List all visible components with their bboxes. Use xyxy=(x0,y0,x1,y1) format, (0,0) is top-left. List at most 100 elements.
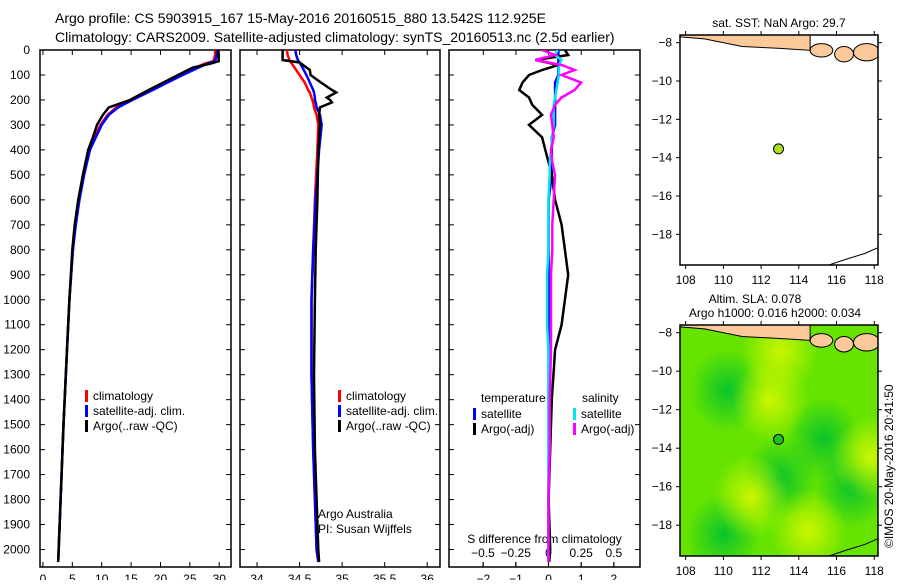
lat-tick-label: −16 xyxy=(652,189,673,203)
legend-label: climatology xyxy=(346,389,406,403)
lon-tick-label: 110 xyxy=(714,564,733,578)
legend-swatch xyxy=(85,390,88,402)
land-island xyxy=(809,333,834,348)
lon-tick-label: 118 xyxy=(865,564,884,578)
lat-tick-label: −10 xyxy=(652,364,673,378)
lon-tick-label: 112 xyxy=(752,273,771,287)
lon-tick-label: 118 xyxy=(865,273,884,287)
plot-frame xyxy=(448,49,641,568)
legend-label: Argo(-adj) xyxy=(481,422,534,436)
sla-map: 108 110 112 114 116 118 −8 −10 −12 −14 −16 −18 Altim… xyxy=(652,292,884,578)
y-tick-label: 1600 xyxy=(3,443,30,457)
series-line-argo-raw-qc- xyxy=(56,50,220,563)
lat-tick-label: −10 xyxy=(652,74,673,88)
y-tick-label: 1100 xyxy=(4,318,30,332)
lat-tick-label: −16 xyxy=(652,480,673,494)
legend-swatch xyxy=(338,405,341,417)
y-tick-label: 200 xyxy=(10,93,30,107)
y-tick-label: 1400 xyxy=(3,393,30,407)
sla-anomaly-high xyxy=(713,454,790,539)
lat-tick-label: −18 xyxy=(652,518,673,532)
y-tick-label: 1200 xyxy=(3,343,30,357)
land-island xyxy=(834,46,854,63)
australia-coast xyxy=(828,247,878,265)
x-tick-label: 34.5 xyxy=(288,572,312,580)
lon-tick-label: 114 xyxy=(789,273,808,287)
y-tick-label: 500 xyxy=(10,168,30,182)
lon-tick-label: 108 xyxy=(676,564,696,578)
x2-tick-label: 0.5 xyxy=(605,546,622,560)
x2-tick-label: 0.25 xyxy=(569,546,593,560)
x-tick-label: 5 xyxy=(69,572,76,580)
lat-tick-label: −14 xyxy=(652,151,673,165)
sla-map-title-1: Altim. SLA: 0.078 xyxy=(709,292,802,306)
legend-label: climatology xyxy=(93,389,153,403)
lat-tick-label: −12 xyxy=(652,112,673,126)
x2-tick-label: −0.25 xyxy=(501,546,532,560)
series-line-salinity-argo-adj- xyxy=(534,50,584,562)
map-area xyxy=(680,325,878,556)
x-tick-label: 30 xyxy=(213,572,227,580)
sla-map-title-2: Argo h1000: 0.016 h2000: 0.034 xyxy=(689,306,861,320)
series-line-salinity-satellite xyxy=(545,50,564,562)
sla-anomaly-high xyxy=(770,488,847,556)
lon-tick-label: 114 xyxy=(789,564,808,578)
legend-swatch xyxy=(473,423,476,435)
map-frame xyxy=(679,324,879,557)
sst-map-title: sat. SST: NaN Argo: 29.7 xyxy=(712,16,846,30)
series-line-climatology xyxy=(56,50,217,563)
salinity-panel: 3434.53535.536salinityclimatologysatelli… xyxy=(239,49,441,585)
lon-tick-label: 116 xyxy=(827,564,846,578)
lat-tick-label: −8 xyxy=(658,326,672,340)
x-tick-label: 15 xyxy=(124,572,138,580)
x2-axis-label: S difference from climatology xyxy=(467,532,622,546)
x-tick-label: 2 xyxy=(611,572,618,580)
y-tick-label: 300 xyxy=(10,118,30,132)
legend-swatch xyxy=(85,420,88,432)
argo-position-marker xyxy=(773,433,785,445)
series-line-temperature-argo-adj- xyxy=(517,50,571,563)
title-line-1: Argo profile: CS 5903915_167 15-May-2016… xyxy=(55,10,546,26)
lat-tick-label: −14 xyxy=(652,441,673,455)
series-line-argo-raw-qc- xyxy=(281,50,339,563)
x-tick-label: 0 xyxy=(545,572,552,580)
sla-anomaly-high xyxy=(832,415,878,500)
x2-tick-label: −0.5 xyxy=(471,546,495,560)
x-tick-label: −1 xyxy=(509,572,523,580)
lon-tick-label: 110 xyxy=(714,273,733,287)
legend-title-temperature: temperature xyxy=(481,391,546,405)
y-tick-label: 400 xyxy=(10,143,30,157)
legend-title-salinity: salinity xyxy=(582,391,619,405)
land-java xyxy=(680,325,811,341)
credit-text: ©IMOS 20-May-2016 20:41:50 xyxy=(882,384,896,548)
lat-tick-label: −12 xyxy=(652,403,673,417)
x-tick-label: 35 xyxy=(335,572,349,580)
legend-label: satellite xyxy=(481,407,522,421)
lat-tick-label: −8 xyxy=(658,36,672,50)
y-tick-label: 1700 xyxy=(3,468,30,482)
annotation-text: PI: Susan Wijffels xyxy=(318,522,412,536)
argo-position-marker xyxy=(773,143,785,155)
legend-swatch xyxy=(473,408,476,420)
x-tick-label: 35.5 xyxy=(373,572,397,580)
x-tick-label: 10 xyxy=(95,572,109,580)
y-tick-label: 1000 xyxy=(3,293,30,307)
y-tick-label: 700 xyxy=(10,218,30,232)
legend-swatch xyxy=(573,423,576,435)
differences-panel: −2−1012T difference from climatology−0.5… xyxy=(448,49,641,585)
land-island xyxy=(852,43,878,62)
y-tick-label: 100 xyxy=(10,68,30,82)
y-tick-label: 1900 xyxy=(3,518,30,532)
land-island xyxy=(834,336,854,353)
legend-swatch xyxy=(338,420,341,432)
legend-label: Argo(-adj) xyxy=(581,422,634,436)
plot-frame xyxy=(239,49,441,568)
series-line-satellite-adj-clim- xyxy=(294,50,323,563)
y-tick-label: 1800 xyxy=(3,493,30,507)
title-line-2: Climatology: CARS2009. Satellite-adjuste… xyxy=(55,29,615,45)
legend-label: satellite xyxy=(581,407,622,421)
annotation-text: Argo Australia xyxy=(318,507,393,521)
plot-frame xyxy=(39,49,232,568)
